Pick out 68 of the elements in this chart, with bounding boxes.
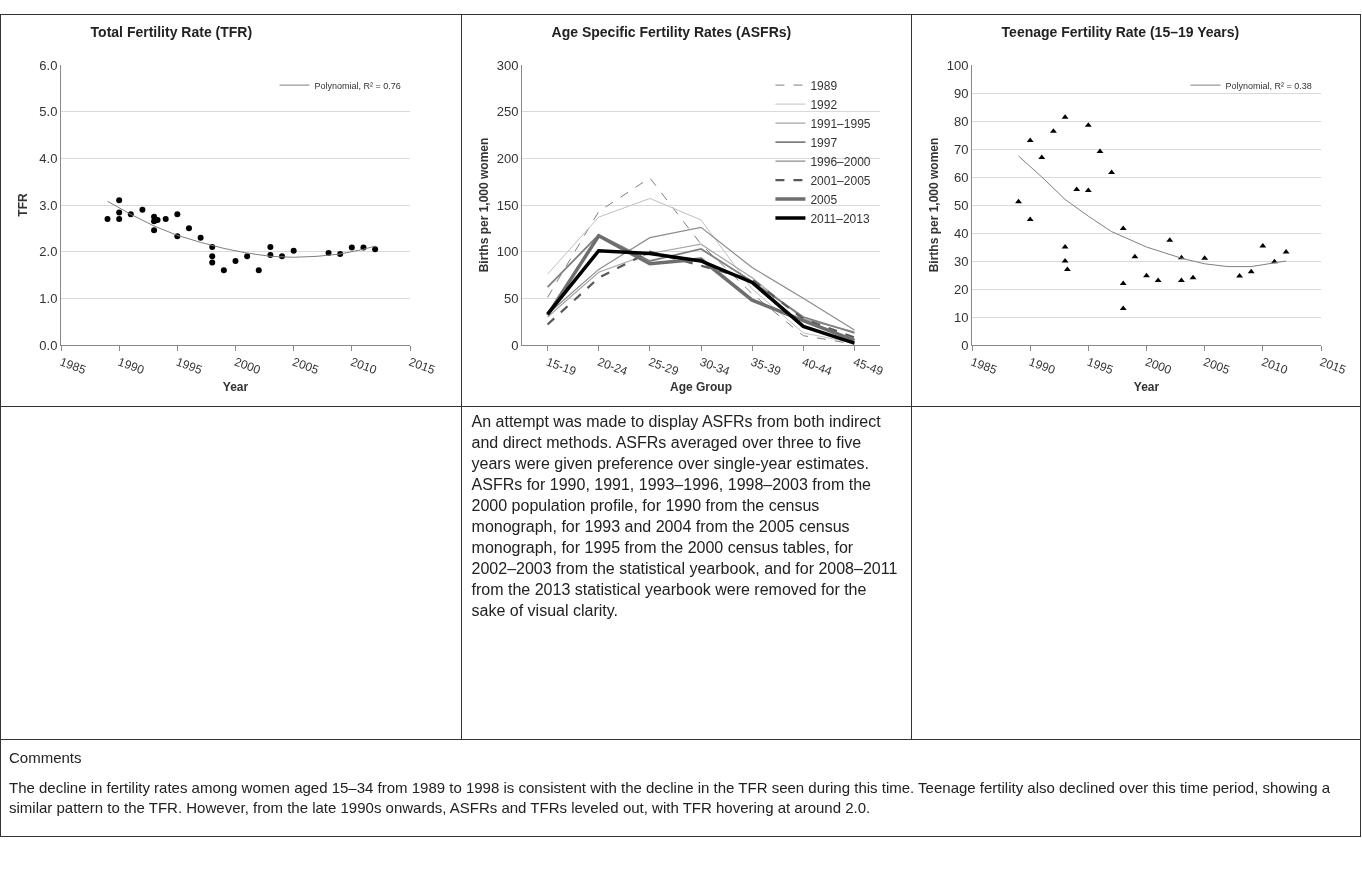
legend-label: 2005 [809,192,837,207]
y-tick-label: 20 [953,281,969,297]
y-tick-label: 300 [496,57,518,73]
x-tick-label: 40-44 [799,354,834,379]
y-tick-label: 200 [496,150,518,166]
x-tick-label: 1995 [1085,354,1116,378]
y-tick-label: 90 [953,85,969,101]
y-tick-label: 0.0 [39,337,58,353]
x-tick-label: 35-39 [748,354,783,379]
y-tick-label: 50 [503,290,518,306]
x-tick-label: 1990 [1027,354,1058,378]
y-axis-title: Births per 1,000 women [476,137,491,273]
y-axis-title: TFR [16,193,30,217]
y-tick-label: 0 [510,337,518,353]
x-axis-title: Year [222,380,249,394]
x-tick-label: 45-49 [850,354,885,379]
y-tick-label: 70 [953,141,969,157]
x-tick-label: 30-34 [697,354,732,379]
y-tick-label: 0 [961,337,969,353]
chart-title: Total Fertility Rate (TFR) [90,23,253,40]
y-tick-label: 100 [496,244,518,260]
y-tick-label: 100 [946,57,969,73]
legend-label: 2001–2005 [809,173,871,188]
x-tick-label: 2000 [1143,354,1174,378]
y-tick-label: 60 [953,169,969,185]
legend-label: 1992 [809,97,837,112]
x-tick-label: 1995 [174,354,205,378]
text: Comments [9,748,83,768]
chart-title: Age Specific Fertility Rates (ASFRs) [551,23,791,40]
y-tick-label: 1.0 [39,290,58,306]
text: The decline in fertility rates among women aged 15–34 from 1989 to 1998 is consistent with the decline in the TFR seen during this time. Teenage fertility also declined over this time period, showing a similar pattern to the TFR. However, from the late 1990s onwards, ASFRs and TFRs leveled out, with TFR hovering at around 2.0. [9,778,1331,818]
x-tick-label: 2000 [232,354,263,378]
x-tick-label: 2005 [1201,354,1232,378]
x-axis-title: Year [1133,380,1160,394]
y-tick-label: 80 [953,113,969,129]
x-tick-label: 1985 [57,354,89,378]
y-tick-label: 5.0 [39,104,58,120]
legend-label: 1989 [809,78,837,93]
legend-label: 1991–1995 [809,116,871,131]
x-tick-label: 2010 [348,354,379,378]
x-tick-label: 15-19 [544,354,578,379]
x-axis-title: Age Group [669,380,732,395]
x-tick-label: 2015 [406,354,438,378]
legend-label: 1996–2000 [809,154,871,169]
y-tick-label: 40 [953,225,969,241]
y-tick-label: 250 [496,104,518,120]
legend-label: 2011–2013 [809,211,870,226]
y-tick-label: 6.0 [39,57,58,73]
y-tick-label: 150 [496,197,518,213]
y-tick-label: 4.0 [39,150,58,166]
y-tick-label: 3.0 [39,197,58,213]
text: An attempt was made to display ASFRs from both indirect and direct methods. ASFRs averaged over three to five years were given preference over single-year estimates. ASFRs for 1990, 1991, 1993–1996, 1998–2003 from the 2000 population profile, for 1990 from the census monograph, for 1993 and 2004 from the 2005 census monograph, for 1995 from the 2000 census tables, for 2002–2003 from the statistical yearbook, and for 2008–2011 from the 2013 statistical yearbook were removed for the sake of visual clarity. [471,413,898,619]
x-tick-label: 1990 [116,354,147,378]
legend-label: Polynomial, R² = 0.38 [1225,80,1312,91]
y-tick-label: 2.0 [39,244,58,260]
chart-title: Teenage Fertility Rate (15–19 Years) [1001,23,1240,40]
y-tick-label: 10 [953,309,969,325]
x-tick-label: 2005 [290,354,321,378]
y-axis-title: Births per 1,000 women [927,137,941,273]
y-tick-label: 50 [953,197,969,213]
y-tick-label: 30 [953,253,969,269]
x-tick-label: 2015 [1317,354,1349,378]
x-tick-label: 2010 [1259,354,1290,378]
x-tick-label: 1985 [968,354,1000,378]
legend-label: Polynomial, R² = 0.76 [314,80,401,91]
legend-label: 1997 [809,135,837,150]
x-tick-label: 20-24 [595,354,630,379]
x-tick-label: 25-29 [646,354,681,379]
